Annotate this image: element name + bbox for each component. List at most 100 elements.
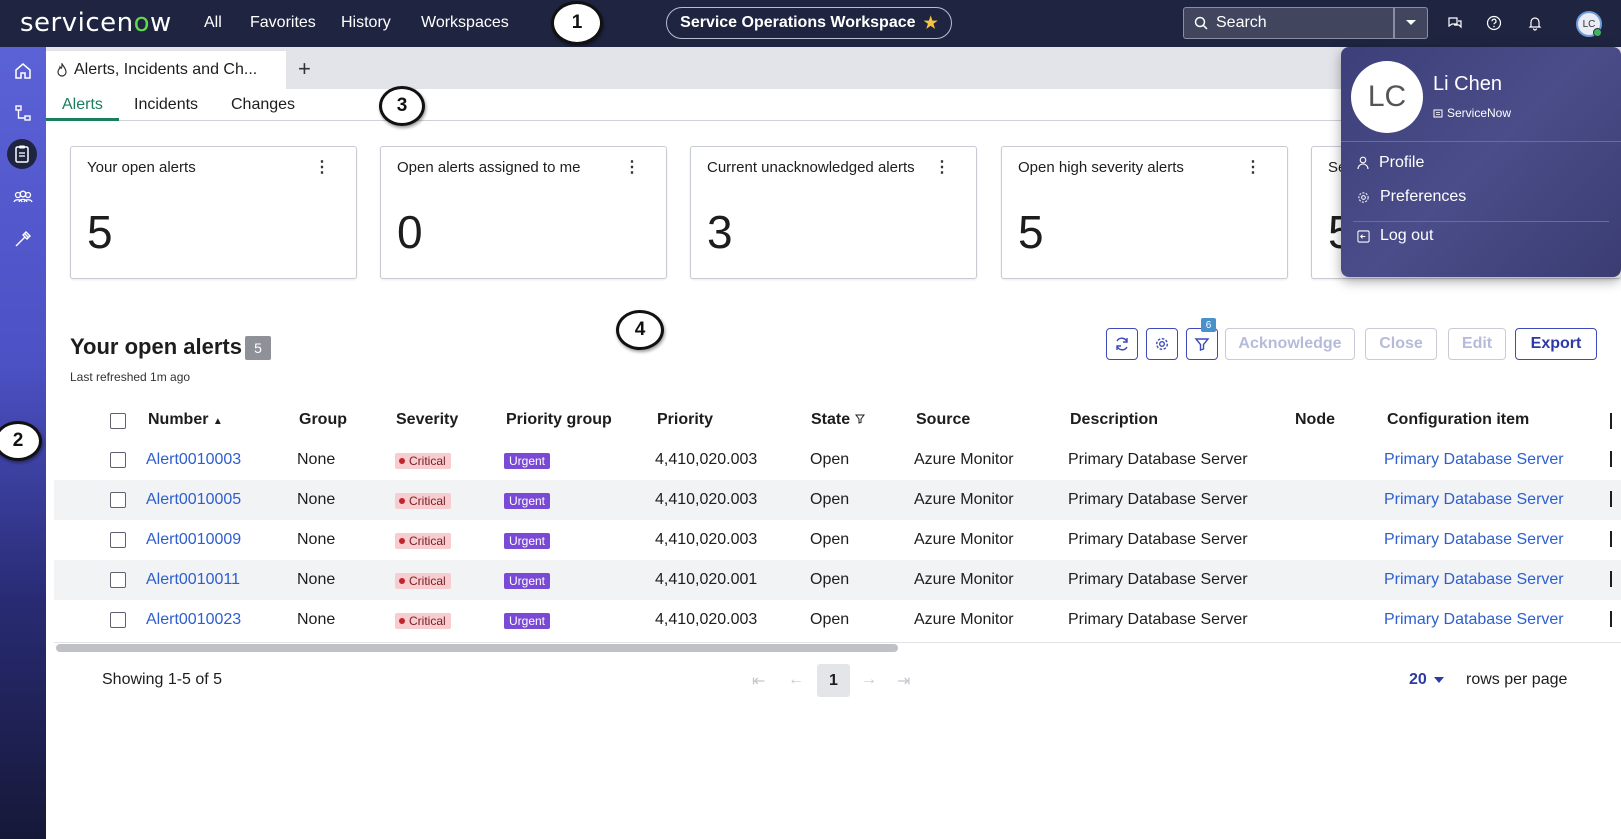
configuration-item-link[interactable]: Primary Database Server (1384, 491, 1564, 508)
last-page-icon[interactable]: ⇥ (897, 673, 911, 690)
severity-dot-icon (399, 578, 405, 584)
kpi-card[interactable]: Open high severity alerts ⋮ 5 (1001, 146, 1288, 279)
alert-number-link[interactable]: Alert0010005 (146, 491, 242, 508)
column-header-description[interactable]: Description (1070, 411, 1159, 428)
severity-label: Critical (409, 534, 446, 548)
cell-priority: 4,410,020.003 (655, 491, 758, 508)
next-page-icon[interactable]: → (861, 671, 877, 688)
horizontal-scrollbar[interactable] (56, 644, 898, 652)
star-icon[interactable]: ★ (923, 15, 938, 32)
user-menu-popover: LC Li Chen ServiceNow Profile Preference… (1341, 47, 1621, 277)
kebab-menu-icon[interactable]: ⋮ (1245, 159, 1261, 176)
alert-number-link[interactable]: Alert0010003 (146, 451, 242, 468)
column-header-priority-group[interactable]: Priority group (506, 411, 612, 428)
header-label: Number (148, 411, 209, 428)
table-row[interactable]: Alert0010011 None Critical Urgent 4,410,… (54, 560, 1621, 600)
current-page-button[interactable]: 1 (817, 664, 850, 697)
workspace-selector[interactable]: Service Operations Workspace ★ (666, 7, 952, 39)
alert-number-link[interactable]: Alert0010011 (146, 571, 240, 588)
cell-source: Azure Monitor (914, 571, 1014, 588)
export-button[interactable]: Export (1515, 328, 1597, 360)
cell-source: Azure Monitor (914, 531, 1014, 548)
severity-label: Critical (409, 494, 446, 508)
column-header-source[interactable]: Source (916, 411, 971, 428)
column-header-severity[interactable]: Severity (396, 411, 459, 428)
help-icon[interactable] (1484, 13, 1504, 33)
table-row[interactable]: Alert0010023 None Critical Urgent 4,410,… (54, 600, 1621, 640)
tab-incidents[interactable]: Incidents (134, 96, 199, 113)
column-header-configuration-item[interactable]: Configuration item (1387, 411, 1530, 428)
select-all-checkbox[interactable] (110, 413, 126, 429)
configuration-item-link[interactable]: Primary Database Server (1384, 531, 1564, 548)
nav-workspaces[interactable]: Workspaces (421, 14, 509, 31)
hierarchy-icon[interactable] (9, 99, 37, 127)
column-header-state[interactable]: State (811, 411, 865, 429)
home-icon[interactable] (9, 57, 37, 85)
configuration-item-link[interactable]: Primary Database Server (1384, 571, 1564, 588)
kebab-menu-icon[interactable]: ⋮ (934, 159, 950, 176)
search-input[interactable]: Search (1183, 7, 1394, 39)
kpi-card[interactable]: Your open alerts ⋮ 5 (70, 146, 357, 279)
column-header-number[interactable]: Number ▲ (148, 411, 223, 429)
severity-badge: Critical (395, 613, 451, 629)
tab-changes[interactable]: Changes (231, 96, 296, 113)
nav-all[interactable]: All (204, 14, 222, 31)
table-row[interactable]: Alert0010003 None Critical Urgent 4,410,… (54, 440, 1621, 480)
tab-alerts[interactable]: Alerts (62, 96, 103, 113)
truncated-cell-edge (1610, 491, 1612, 507)
kebab-menu-icon[interactable]: ⋮ (314, 159, 330, 176)
kpi-card-value: 3 (707, 206, 733, 258)
nav-history[interactable]: History (341, 14, 391, 31)
settings-button[interactable] (1146, 328, 1178, 360)
annotation-marker-1: 1 (551, 1, 603, 45)
clipboard-icon[interactable] (7, 139, 37, 169)
edit-button[interactable]: Edit (1448, 328, 1506, 360)
column-header-priority[interactable]: Priority (657, 411, 714, 428)
menu-item-profile[interactable]: Profile (1357, 154, 1424, 172)
team-icon[interactable] (9, 183, 37, 211)
menu-item-log-out[interactable]: Log out (1357, 227, 1433, 245)
close-button[interactable]: Close (1365, 328, 1437, 360)
severity-dot-icon (399, 538, 405, 544)
configuration-item-link[interactable]: Primary Database Server (1384, 451, 1564, 468)
row-checkbox[interactable] (110, 452, 126, 468)
showing-count-text: Showing 1-5 of 5 (102, 671, 223, 688)
kebab-menu-icon[interactable]: ⋮ (624, 159, 640, 176)
table-row[interactable]: Alert0010005 None Critical Urgent 4,410,… (54, 480, 1621, 520)
kpi-card[interactable]: Open alerts assigned to me ⋮ 0 (380, 146, 667, 279)
bell-icon[interactable] (1525, 13, 1545, 33)
row-checkbox[interactable] (110, 492, 126, 508)
table-row[interactable]: Alert0010009 None Critical Urgent 4,410,… (54, 520, 1621, 560)
alert-number-link[interactable]: Alert0010009 (146, 531, 242, 548)
rows-per-page-select[interactable]: 20 (1409, 671, 1427, 688)
new-tab-plus-icon[interactable]: + (298, 56, 311, 81)
tab-alerts-incidents-changes[interactable]: Alerts, Incidents and Ch... (46, 51, 286, 89)
truncated-column-edge (1610, 413, 1612, 429)
column-header-node[interactable]: Node (1295, 411, 1335, 428)
filter-button[interactable] (1186, 328, 1218, 360)
kpi-card-value: 5 (87, 206, 113, 258)
previous-page-icon[interactable]: ← (788, 671, 804, 688)
chevron-down-icon[interactable] (1434, 677, 1444, 683)
acknowledge-button[interactable]: Acknowledge (1225, 328, 1355, 360)
wrench-icon[interactable] (9, 225, 37, 253)
user-company: ServiceNow (1433, 106, 1511, 120)
cell-state: Open (810, 451, 850, 468)
configuration-item-link[interactable]: Primary Database Server (1384, 611, 1564, 628)
user-avatar-button[interactable]: LC (1576, 11, 1602, 37)
alert-number-link[interactable]: Alert0010023 (146, 611, 242, 628)
severity-label: Critical (409, 574, 446, 588)
chat-icon[interactable] (1445, 13, 1465, 33)
first-page-icon[interactable]: ⇤ (752, 673, 766, 690)
row-checkbox[interactable] (110, 572, 126, 588)
annotation-marker-3: 3 (379, 86, 425, 126)
row-checkbox[interactable] (110, 532, 126, 548)
kpi-card[interactable]: Current unacknowledged alerts ⋮ 3 (690, 146, 977, 279)
row-checkbox[interactable] (110, 612, 126, 628)
menu-item-preferences[interactable]: Preferences (1357, 188, 1466, 206)
refresh-button[interactable] (1106, 328, 1138, 360)
column-header-group[interactable]: Group (299, 411, 347, 428)
search-scope-dropdown[interactable] (1394, 7, 1428, 39)
servicenow-logo[interactable]: servicenow (20, 8, 172, 38)
nav-favorites[interactable]: Favorites (250, 14, 316, 31)
